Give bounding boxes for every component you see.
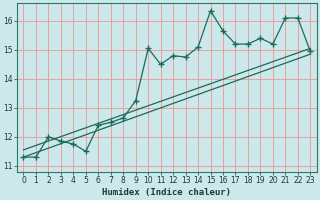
X-axis label: Humidex (Indice chaleur): Humidex (Indice chaleur) (102, 188, 231, 197)
